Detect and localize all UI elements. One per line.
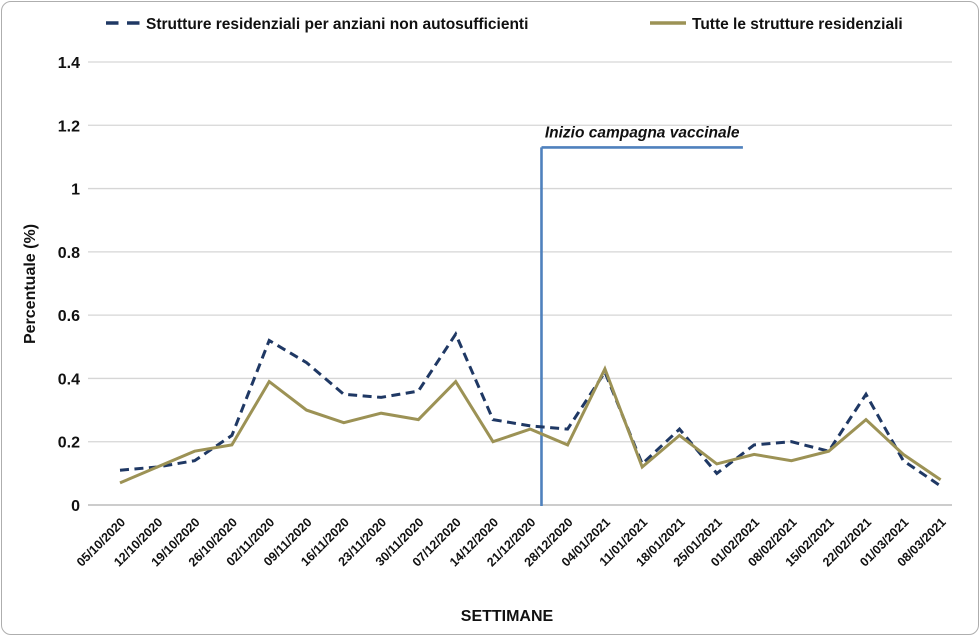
gridlines [88,61,952,506]
y-tick-label: 1 [71,182,80,199]
series-line-anziani-non-autosufficienti [119,330,942,488]
y-tick-label: 0.8 [58,245,80,262]
x-axis-title: SETTIMANE [461,608,554,625]
y-tick-label: 0.6 [58,308,80,325]
legend-label-tutte-le-strutture: Tutte le strutture residenziali [692,16,903,33]
y-tick-label: 0.4 [58,371,80,388]
y-axis-title: Percentuale (%) [22,224,39,344]
y-tick-label: 1.4 [58,55,80,72]
annotation-label: Inizio campagna vaccinale [545,124,740,141]
y-tick-label: 0.2 [58,435,80,452]
legend-label-anziani-non-autosufficienti: Strutture residenziali per anziani non a… [146,16,528,33]
y-tick-label: 0 [71,498,80,515]
y-axis-tick-labels: 0 0.2 0.4 0.6 0.8 1 1.2 1.4 [58,55,80,515]
legend: Strutture residenziali per anziani non a… [106,16,903,33]
annotation-vaccine-campaign: Inizio campagna vaccinale [540,124,743,506]
x-axis-tick-labels: 05/10/202012/10/202019/10/202026/10/2020… [74,515,949,569]
y-tick-label: 1.2 [58,118,80,135]
series-line-tutte-strutture [119,365,942,485]
